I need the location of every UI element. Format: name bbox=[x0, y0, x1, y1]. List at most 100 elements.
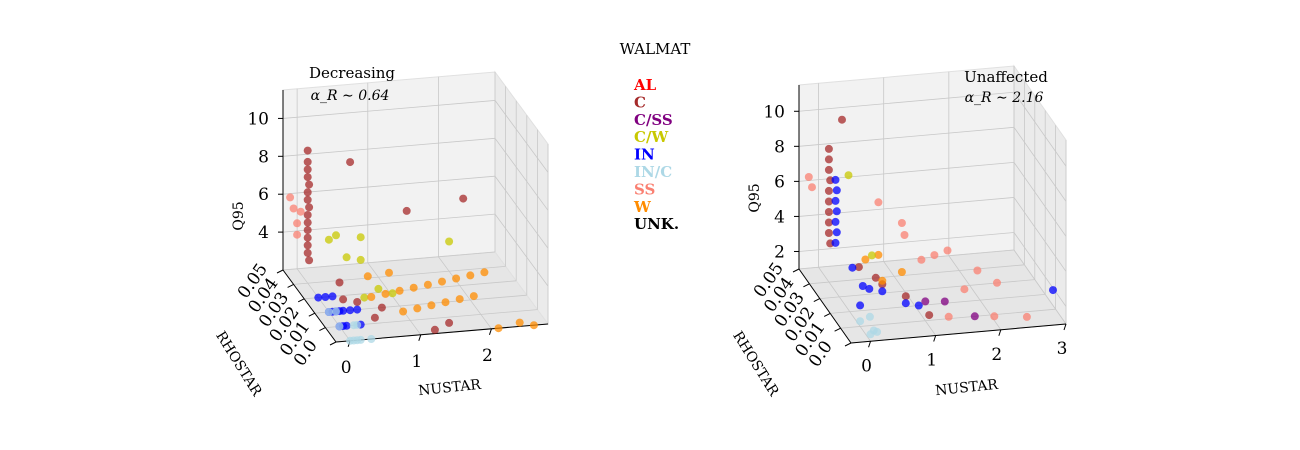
data-point-c bbox=[824, 218, 833, 227]
y-tick-mark bbox=[844, 342, 852, 347]
data-point-c-w bbox=[332, 231, 340, 240]
grid-line bbox=[304, 280, 517, 300]
data-point-in bbox=[339, 306, 348, 315]
y-tick-mark bbox=[823, 312, 831, 317]
axes-panes bbox=[282, 70, 549, 343]
x-tick-mark bbox=[418, 334, 422, 341]
y-tick-mark bbox=[792, 268, 800, 273]
data-point-ss bbox=[900, 231, 909, 239]
data-point-in bbox=[353, 305, 362, 314]
data-point-ss bbox=[293, 230, 302, 239]
data-point-c bbox=[339, 295, 348, 304]
data-point-c bbox=[346, 158, 355, 167]
data-point-w bbox=[381, 289, 390, 298]
grid-line bbox=[494, 175, 549, 249]
y-axis-label: RHOSTAR bbox=[729, 329, 782, 400]
plot-title: Decreasing bbox=[309, 64, 395, 82]
data-point-c bbox=[305, 180, 314, 189]
data-point-in-c bbox=[367, 335, 376, 343]
data-point-c bbox=[303, 233, 312, 242]
grid-line bbox=[1013, 127, 1067, 202]
x-tick-mark bbox=[998, 329, 1002, 336]
data-point-in-c bbox=[335, 322, 344, 331]
data-point-c bbox=[445, 318, 454, 327]
z-axis-label: Q95 bbox=[231, 201, 247, 230]
legend-entry: IN bbox=[634, 146, 655, 164]
x-tick-label: 1 bbox=[411, 352, 422, 372]
y-tick-mark bbox=[297, 298, 305, 303]
grid-line bbox=[494, 138, 549, 211]
data-point-w bbox=[466, 271, 475, 280]
z-tick-label: 10 bbox=[763, 102, 785, 122]
y-tick-mark bbox=[308, 312, 316, 317]
data-point-in-c bbox=[873, 327, 882, 336]
data-point-w bbox=[515, 318, 524, 327]
data-point-w bbox=[427, 301, 436, 310]
data-point-c bbox=[824, 155, 833, 164]
grid-line bbox=[798, 232, 1015, 252]
data-point-c bbox=[370, 313, 379, 322]
data-point-c bbox=[377, 303, 386, 312]
data-point-in-c bbox=[353, 320, 362, 329]
data-point-c bbox=[925, 311, 934, 320]
data-point-c bbox=[854, 263, 863, 272]
data-point-c bbox=[303, 165, 312, 174]
data-point-c-ss bbox=[940, 297, 949, 306]
data-point-c-w bbox=[356, 255, 365, 264]
data-point-ss bbox=[897, 219, 906, 227]
grid-line bbox=[1013, 232, 1067, 307]
data-point-in-c bbox=[856, 317, 865, 326]
data-point-in bbox=[858, 282, 867, 290]
data-points bbox=[286, 146, 538, 345]
plot-subtitle: α_R ∼ 2.16 bbox=[965, 90, 1044, 106]
y-axis-label: RHOSTAR bbox=[212, 329, 265, 400]
data-point-c bbox=[824, 165, 833, 174]
data-point-in bbox=[1049, 286, 1057, 295]
data-point-in bbox=[856, 301, 865, 310]
grid-line bbox=[282, 251, 496, 271]
z-tick-label: 6 bbox=[258, 185, 269, 205]
y-tick-mark bbox=[834, 327, 841, 332]
z-tick-label: 8 bbox=[774, 137, 785, 157]
data-point-w bbox=[878, 276, 887, 285]
data-point-in bbox=[832, 228, 841, 237]
x-tick-mark bbox=[1063, 323, 1067, 331]
data-point-c bbox=[305, 203, 314, 212]
data-point-w bbox=[529, 321, 538, 330]
data-point-ss bbox=[960, 285, 969, 294]
data-point-w bbox=[452, 274, 461, 283]
data-point-in-c bbox=[332, 307, 340, 316]
grid-line bbox=[367, 262, 422, 336]
axis-line bbox=[798, 268, 852, 344]
data-point-in bbox=[831, 175, 840, 184]
data-point-w bbox=[423, 280, 432, 289]
data-point-c bbox=[824, 208, 833, 216]
data-point-ss bbox=[917, 255, 926, 264]
x-tick-label: 2 bbox=[991, 345, 1002, 365]
grid-line bbox=[282, 175, 496, 195]
data-point-ss bbox=[990, 312, 999, 321]
data-point-c-w bbox=[374, 284, 383, 293]
data-points bbox=[804, 115, 1057, 339]
data-point-c bbox=[335, 278, 344, 287]
axis-line bbox=[282, 269, 337, 343]
data-point-c bbox=[303, 248, 312, 257]
y-tick-mark bbox=[329, 341, 337, 346]
grid-line bbox=[798, 91, 1015, 112]
data-point-ss bbox=[874, 198, 883, 207]
legend-entry: C/SS bbox=[634, 111, 673, 129]
data-point-w bbox=[385, 268, 393, 277]
data-point-in bbox=[831, 217, 840, 226]
data-point-ss bbox=[930, 251, 939, 260]
data-point-w bbox=[469, 292, 478, 301]
data-point-c-w bbox=[388, 289, 397, 298]
data-point-c bbox=[459, 194, 468, 203]
data-point-c bbox=[430, 325, 439, 334]
data-point-ss bbox=[296, 207, 305, 216]
grid-line bbox=[282, 213, 496, 233]
legend-entry: C bbox=[634, 93, 646, 111]
